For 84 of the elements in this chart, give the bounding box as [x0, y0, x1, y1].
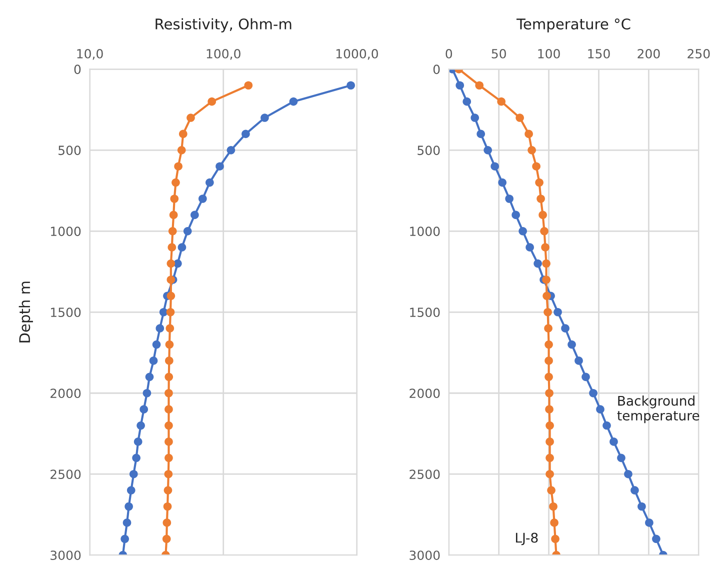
point — [541, 243, 550, 252]
y-tick-label: 2500 — [50, 470, 81, 480]
point — [475, 81, 484, 90]
y-tick-label: 2500 — [410, 470, 440, 480]
point — [526, 243, 534, 252]
point — [535, 178, 544, 187]
x-tick-label: 100,0 — [206, 48, 240, 60]
series-label: LJ-8 — [516, 532, 538, 546]
point — [544, 308, 552, 316]
point — [524, 130, 533, 138]
x-tick-label: 1000,0 — [336, 48, 378, 60]
point — [546, 438, 554, 446]
x-axis-title: Resistivity, Ohm-m — [156, 18, 292, 32]
y-tick-label: 1500 — [410, 308, 440, 318]
point — [617, 454, 626, 462]
point — [624, 470, 632, 478]
point — [532, 162, 540, 171]
point — [574, 356, 583, 365]
point — [549, 502, 558, 511]
point — [545, 405, 554, 414]
x-tick-label: 50 — [492, 48, 506, 58]
y-axis-title: Depth m — [18, 282, 33, 342]
point — [484, 146, 492, 154]
y-tick-label: 500 — [418, 146, 440, 156]
series-label: Background temperature — [617, 396, 700, 424]
x-tick-label: 200 — [638, 48, 660, 58]
point — [630, 486, 639, 494]
point — [554, 308, 562, 316]
point — [542, 259, 550, 268]
point — [470, 114, 480, 122]
y-tick-label: 2000 — [50, 388, 81, 398]
point — [547, 486, 556, 494]
point — [610, 438, 618, 446]
point — [589, 388, 598, 398]
point — [561, 324, 570, 332]
point — [638, 502, 646, 511]
x-tick-label: 100 — [538, 48, 560, 58]
point — [544, 324, 552, 332]
point — [498, 178, 506, 187]
y-tick-label: 0 — [74, 64, 81, 74]
point — [544, 356, 553, 365]
y-tick-label: 0 — [433, 64, 440, 74]
point — [497, 97, 506, 106]
x-tick-label: 10,0 — [77, 48, 103, 60]
y-tick-label: 1000 — [410, 226, 440, 236]
point — [534, 259, 542, 268]
x-tick-label: 250 — [688, 48, 710, 58]
point — [462, 97, 472, 106]
point — [516, 114, 524, 122]
point — [538, 210, 547, 220]
y-tick-label: 2000 — [410, 388, 440, 398]
point — [652, 534, 660, 544]
y-tick-label: 3000 — [410, 550, 440, 560]
point — [456, 81, 464, 90]
point — [596, 405, 604, 414]
point — [546, 454, 554, 462]
x-tick-label: 150 — [588, 48, 610, 58]
x-tick-label: 0 — [446, 48, 452, 58]
point — [645, 518, 654, 527]
point — [528, 146, 536, 154]
point — [505, 194, 514, 203]
point — [542, 276, 550, 284]
point — [544, 372, 553, 382]
point — [512, 210, 520, 220]
y-tick-label: 3000 — [50, 550, 81, 560]
point — [476, 130, 486, 138]
point — [602, 421, 611, 430]
x-axis-title: Temperature °C — [516, 18, 630, 32]
point — [546, 470, 554, 478]
point — [545, 388, 554, 398]
y-tick-label: 500 — [58, 146, 81, 156]
point — [490, 162, 500, 171]
point — [546, 421, 554, 430]
point — [582, 372, 590, 382]
point — [540, 226, 548, 236]
point — [544, 340, 553, 349]
point — [536, 194, 545, 203]
y-tick-label: 1500 — [51, 308, 81, 318]
y-tick-label: 1000 — [51, 226, 81, 236]
point — [551, 534, 560, 544]
point — [568, 340, 576, 349]
point — [518, 226, 527, 236]
point — [542, 292, 551, 300]
point — [550, 518, 558, 527]
